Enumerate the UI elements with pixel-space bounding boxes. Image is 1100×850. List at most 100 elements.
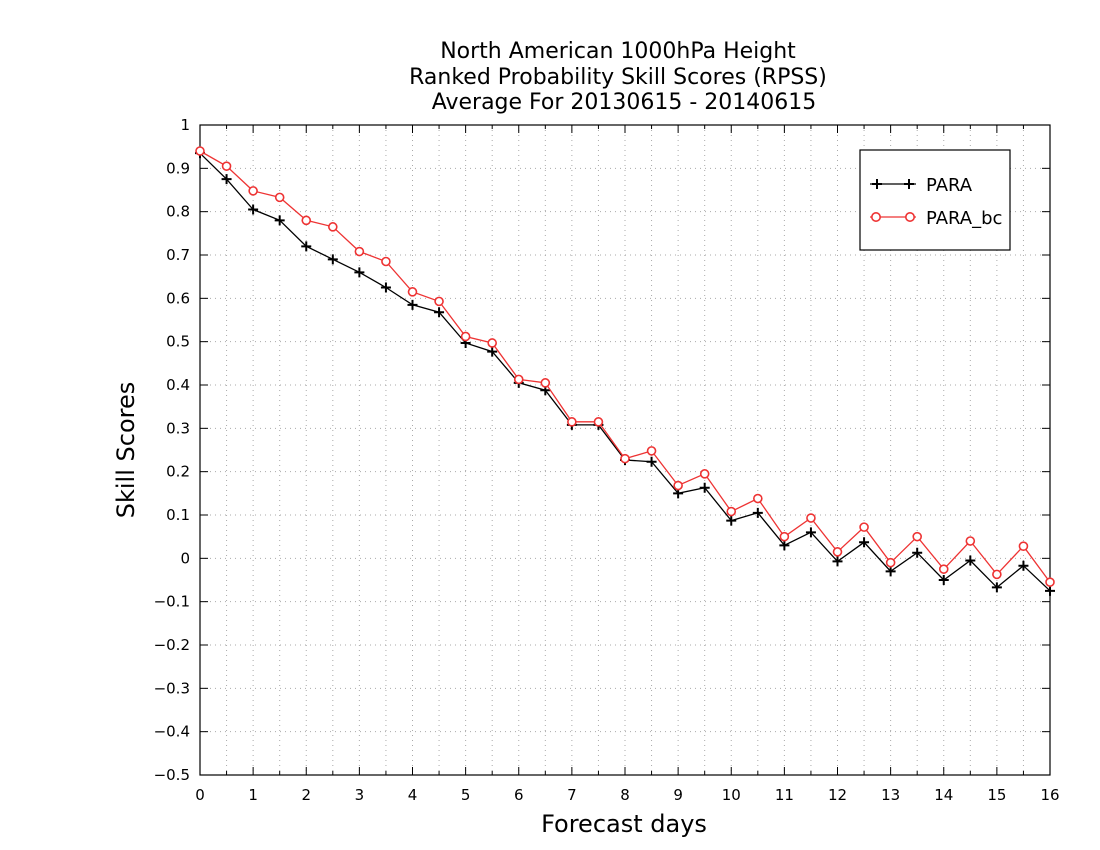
title-line-3: Average For 20130615 - 20140615: [432, 90, 817, 115]
data-point-para-bc: [434, 296, 444, 307]
data-point-para: [274, 215, 285, 226]
legend: PARA PARA_bc: [859, 149, 1011, 251]
title-line-1: North American 1000hPa Height: [440, 39, 796, 64]
data-point-para: [354, 267, 365, 278]
y-tick-label: 0.1: [166, 506, 190, 524]
y-tick-label: 1: [180, 116, 190, 134]
data-point-para: [779, 540, 790, 551]
data-point-para-bc: [513, 374, 524, 385]
data-point-para-bc: [195, 146, 205, 156]
x-axis-label: Forecast days: [541, 810, 707, 838]
data-point-para: [1045, 585, 1055, 596]
data-point-para-bc: [1045, 577, 1055, 587]
data-point-para-bc: [381, 256, 391, 267]
data-point-para-bc: [726, 506, 737, 517]
y-tick-label: 0.9: [166, 159, 190, 177]
chart-title: North American 1000hPa Height Ranked Pro…: [409, 39, 827, 115]
data-point-para: [248, 204, 259, 215]
data-point-para: [327, 254, 338, 265]
data-point-para-bc: [274, 192, 285, 203]
x-tick-label: 13: [881, 786, 900, 804]
data-point-para-bc: [540, 378, 551, 388]
legend-item-para-bc: PARA_bc: [870, 208, 1002, 229]
legend-marker-para: [904, 179, 914, 189]
data-point-para-bc: [938, 564, 949, 574]
y-tick-label: −0.2: [154, 636, 190, 654]
data-point-para-bc: [965, 536, 976, 546]
y-tick-label: 0.4: [166, 376, 190, 394]
y-tick-label: 0: [180, 549, 190, 567]
legend-marker-para-bc: [904, 212, 915, 223]
data-point-para-bc: [460, 331, 471, 342]
data-point-para-bc: [354, 246, 365, 257]
y-tick-label: −0.1: [154, 593, 190, 611]
y-tick-label: 0.6: [166, 289, 190, 307]
y-tick-label: 0.2: [166, 463, 190, 481]
data-point-para-bc: [992, 569, 1002, 580]
y-tick-label: −0.4: [154, 723, 190, 741]
data-point-para: [991, 582, 1002, 593]
y-tick-label: 0.7: [166, 246, 190, 264]
data-point-para-bc: [221, 161, 232, 171]
data-point-para-bc: [832, 547, 843, 557]
data-point-para-bc: [646, 446, 657, 456]
y-tick-label: 0.8: [166, 203, 190, 221]
x-tick-label: 6: [514, 786, 524, 804]
data-point-para: [1018, 560, 1029, 571]
series-para-bc: [195, 146, 1055, 587]
legend-marker-para: [872, 179, 882, 189]
data-point-para: [699, 482, 710, 493]
data-point-para: [434, 307, 445, 318]
data-point-para-bc: [1018, 541, 1029, 552]
data-point-para-bc: [885, 557, 896, 568]
data-point-para-bc: [753, 493, 763, 504]
x-tick-label: 7: [567, 786, 577, 804]
x-tick-label: 14: [934, 786, 953, 804]
data-point-para: [885, 566, 896, 577]
data-point-para-bc: [806, 513, 816, 523]
x-tick-label: 5: [461, 786, 471, 804]
data-point-para-bc: [593, 417, 604, 427]
y-tick-label: 0.5: [166, 333, 190, 351]
x-tick-label: 1: [248, 786, 258, 804]
data-point-para: [912, 547, 923, 558]
legend-item-para: PARA: [870, 175, 973, 196]
data-point-para: [752, 507, 763, 518]
x-tick-label: 4: [408, 786, 418, 804]
legend-box: [859, 149, 1011, 251]
y-tick-label: 0.3: [166, 419, 190, 437]
data-point-para-bc: [407, 287, 418, 297]
y-tick-label: −0.3: [154, 679, 190, 697]
data-point-para: [726, 515, 737, 526]
x-tick-label: 9: [673, 786, 683, 804]
data-point-para: [380, 282, 391, 293]
data-point-para: [221, 174, 232, 185]
data-point-para: [407, 299, 418, 310]
data-point-para: [859, 537, 870, 548]
data-point-para: [805, 527, 816, 538]
data-point-para-bc: [620, 453, 630, 464]
data-point-para-bc: [301, 215, 312, 226]
x-tick-label: 11: [775, 786, 794, 804]
data-point-para-bc: [912, 531, 922, 542]
legend-label-para-bc: PARA_bc: [926, 208, 1002, 229]
data-point-para-bc: [567, 417, 577, 427]
x-tick-label: 12: [828, 786, 847, 804]
legend-marker-para-bc: [870, 212, 881, 223]
y-tick-label: −0.5: [154, 766, 190, 784]
data-point-para-bc: [779, 531, 790, 542]
data-point-para-bc: [328, 222, 338, 232]
data-point-para: [646, 456, 657, 467]
x-tick-label: 2: [301, 786, 311, 804]
data-point-para-bc: [248, 186, 258, 196]
y-axis-label: Skill Scores: [112, 382, 140, 519]
data-point-para: [301, 241, 312, 252]
data-point-para: [487, 346, 498, 357]
data-point-para-bc: [859, 522, 869, 532]
data-point-para-bc: [699, 469, 710, 479]
x-tick-label: 0: [195, 786, 205, 804]
axis-ticks: 0 1 2 3 4 5 6 7 8 9 10 11 12 13 14 15 16−0.5−0.4−0.3−0.2…: [154, 116, 1060, 804]
data-point-para-bc: [673, 480, 683, 491]
data-point-para: [938, 575, 949, 585]
